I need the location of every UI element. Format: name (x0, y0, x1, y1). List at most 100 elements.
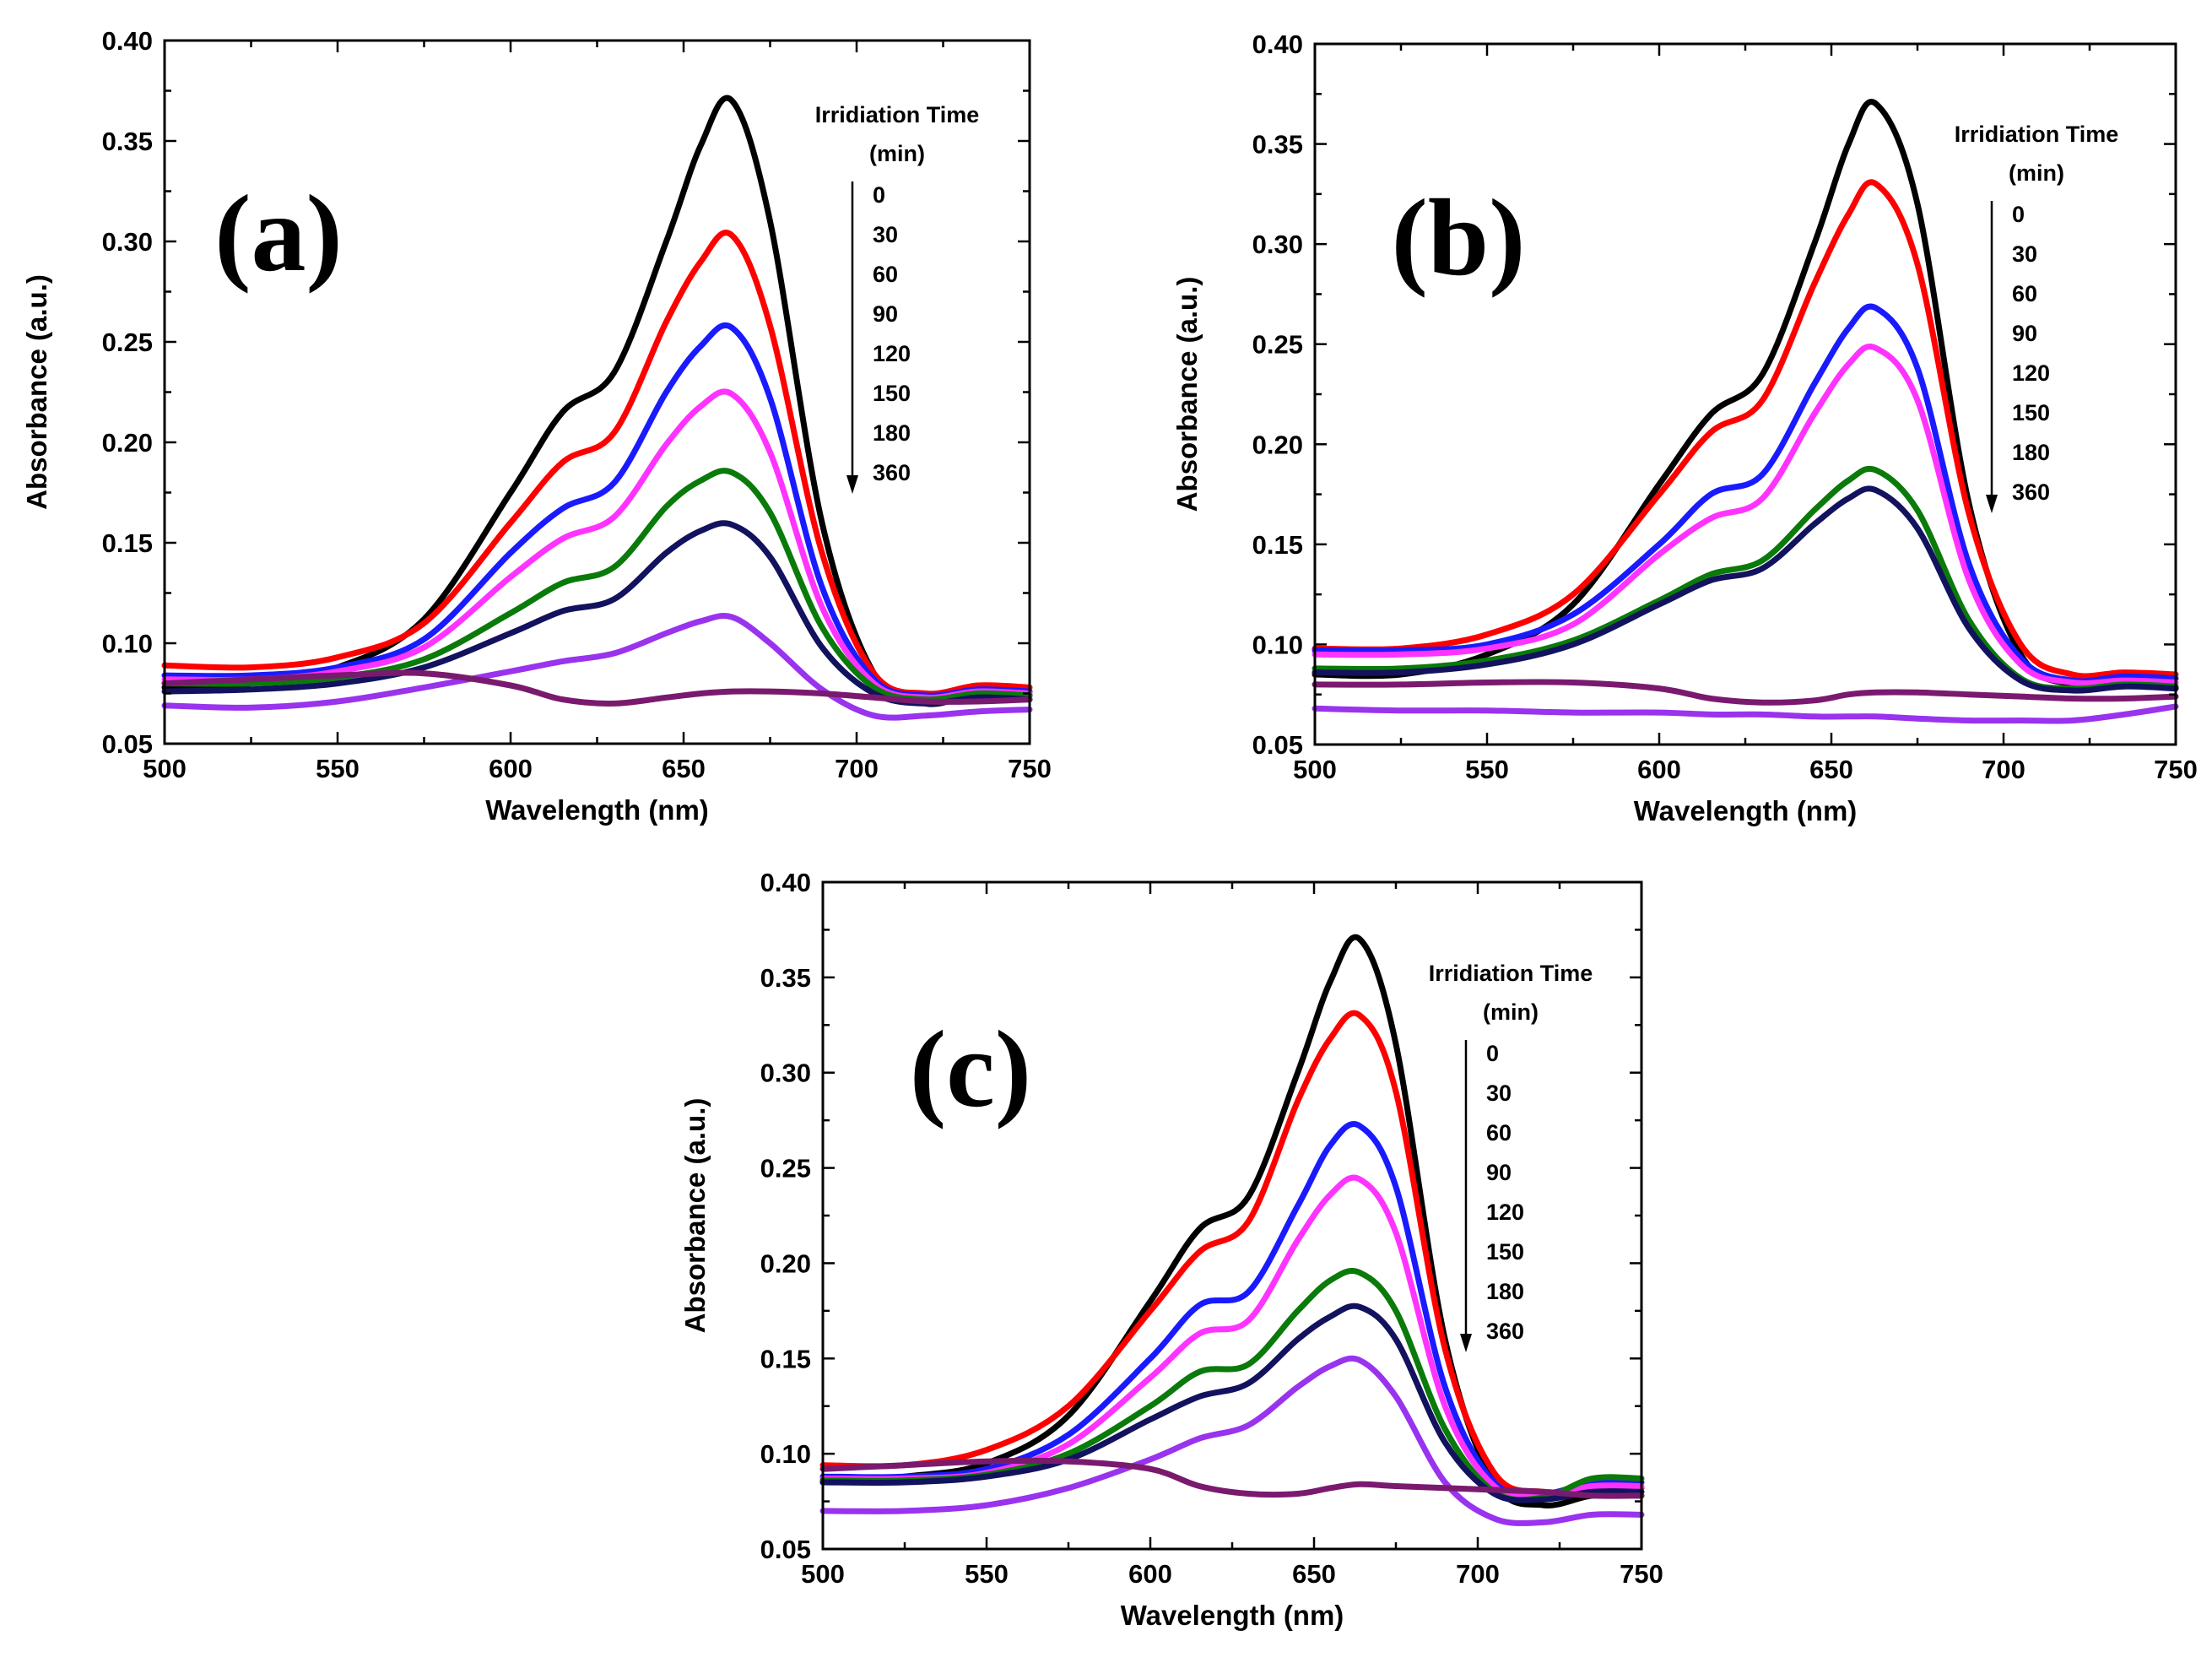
panel-a-legend-entry: 0 (873, 182, 885, 208)
panel-b-series-180-min-line (1312, 703, 2179, 724)
panel-c-legend-entry: 0 (1486, 1041, 1499, 1066)
panel-b-x-tick-labels: 500 550 600 650 700 750 (1293, 755, 2198, 784)
panel-b-x-tick-label: 600 (1637, 755, 1681, 784)
panel-b-y-axis-title: Absorbance (a.u.) (1171, 277, 1203, 512)
panel-b-x-tick-label: 550 (1465, 755, 1509, 784)
panel-a-y-tick-label: 0.05 (102, 729, 153, 759)
panel-b-legend-entry: 90 (2012, 321, 2037, 346)
panel-b-ticks (1313, 42, 2177, 746)
panel-b-y-tick-label: 0.10 (1252, 630, 1303, 659)
panel-c-x-tick-labels: 500 550 600 650 700 750 (801, 1559, 1663, 1589)
panel-c: 500 550 600 650 700 750 0.050.100.150.200.250… (679, 868, 1663, 1631)
panel-a-legend-entry: 360 (873, 460, 911, 485)
panel-b-legend-entry: 180 (2012, 440, 2050, 465)
panel-c-legend-unit: (min) (1483, 999, 1539, 1025)
panel-a-legend-entry: 120 (873, 341, 911, 366)
panel-b-y-tick-label: 0.30 (1252, 230, 1303, 259)
panel-c-x-tick-label: 550 (965, 1559, 1009, 1589)
panel-b-legend-title: Irridiation Time (1955, 122, 2119, 147)
panel-c-series-360-min-line (819, 1457, 1645, 1499)
panel-b-x-tick-label: 700 (1982, 755, 2025, 784)
panel-b-y-tick-label: 0.20 (1252, 430, 1303, 459)
panel-b-series-150-min-line (1312, 485, 2179, 694)
panel-b-series-60-min-line (1312, 303, 2179, 685)
panel-b-y-tick-label: 0.05 (1252, 730, 1303, 760)
panel-a-y-tick-label: 0.30 (102, 227, 153, 257)
panel-a-legend: Irridiation Time (min) 0 30 60 90 120 150 180 3… (815, 102, 980, 494)
panel-c-series-60-min-line (819, 1121, 1645, 1498)
panel-b-y-tick-label: 0.35 (1252, 130, 1303, 160)
panel-c-y-tick-label: 0.25 (760, 1154, 811, 1183)
panel-b-curves (1312, 99, 2179, 724)
panel-c-series-90-min-line (819, 1174, 1645, 1500)
panel-a-legend-entry: 90 (873, 301, 898, 327)
panel-b-legend-entries: 0 30 60 90 120 150 180 360 (2012, 202, 2050, 505)
panel-a-series-30-min-line (161, 230, 1033, 697)
panel-c-y-tick-label: 0.10 (760, 1439, 811, 1469)
panel-b: 500 550 600 650 700 750 0.050.100.150.200.250… (1171, 30, 2198, 826)
panel-c-y-axis-title: Absorbance (a.u.) (679, 1098, 711, 1334)
panel-a-legend-title: Irridiation Time (815, 102, 980, 127)
panel-c-y-tick-label: 0.35 (760, 963, 811, 993)
panel-a-x-tick-label: 550 (316, 754, 360, 783)
panel-b-legend-entry: 360 (2012, 479, 2050, 505)
panel-b-legend-entry: 0 (2012, 202, 2025, 227)
panel-c-y-tick-label: 0.20 (760, 1248, 811, 1278)
panel-a-legend-unit: (min) (869, 141, 925, 166)
panel-c-x-tick-label: 700 (1456, 1559, 1500, 1589)
panel-b-legend: Irridiation Time (min) 0 30 60 90 120 150 180 3… (1955, 122, 2119, 513)
panel-c-y-tick-label: 0.15 (760, 1344, 811, 1373)
panel-a-x-tick-label: 650 (662, 754, 706, 783)
panel-c-y-tick-label: 0.05 (760, 1535, 811, 1564)
panel-c-x-tick-label: 750 (1620, 1559, 1663, 1589)
panel-a-y-tick-label: 0.40 (102, 26, 153, 56)
panel-a-y-axis-title: Absorbance (a.u.) (21, 274, 52, 510)
panel-a-y-tick-labels: 0.05 0.10 0.15 0.20 0.25 0.30 0.35 0.40 (102, 26, 153, 759)
panel-b-legend-arrow-head (1986, 495, 1998, 513)
panel-c-ticks (821, 880, 1643, 1551)
panel-b-x-tick-label: 500 (1293, 755, 1337, 784)
panel-c-legend-title: Irridiation Time (1429, 961, 1593, 986)
panel-c-legend-arrow-head (1460, 1334, 1472, 1352)
panel-c-legend-entries: 0 30 60 90 120 150 180 360 (1486, 1041, 1524, 1344)
panel-a-legend-entry: 150 (873, 381, 911, 406)
panel-b-y-tick-label: 0.15 (1252, 530, 1303, 560)
panel-a: 500 550 600 650 700 750 0.050.100.150.200.250… (21, 26, 1052, 826)
panel-a-series-180-min-line (161, 613, 1033, 721)
panel-c-x-tick-label: 650 (1292, 1559, 1336, 1589)
panel-b-legend-entry: 120 (2012, 360, 2050, 386)
panel-c-legend-entry: 30 (1486, 1081, 1512, 1106)
panel-b-label: (b) (1392, 177, 1526, 299)
panel-a-y-tick-label: 0.35 (102, 127, 153, 156)
panel-c-x-axis-title: Wavelength (nm) (1121, 1600, 1344, 1631)
panel-c-x-tick-label: 500 (801, 1559, 845, 1589)
panel-c-y-tick-label: 0.30 (760, 1059, 811, 1088)
panel-c-legend-entry: 150 (1486, 1239, 1524, 1265)
panel-b-y-tick-labels: 0.05 0.10 0.15 0.20 0.25 0.30 0.35 0.40 (1252, 30, 1303, 760)
panel-b-legend-entry: 30 (2012, 241, 2037, 267)
panel-a-legend-entry: 180 (873, 420, 911, 446)
panel-b-y-tick-label: 0.25 (1252, 330, 1303, 360)
panel-a-legend-entry: 60 (873, 262, 898, 287)
panel-b-series-360-min-line (1312, 679, 2179, 706)
panel-a-y-tick-label: 0.10 (102, 629, 153, 658)
panel-b-x-axis-title: Wavelength (nm) (1634, 795, 1858, 826)
panel-a-curves (161, 95, 1033, 721)
panel-b-legend-unit: (min) (2009, 160, 2064, 186)
panel-b-y-tick-label: 0.40 (1252, 30, 1303, 59)
panel-a-x-tick-label: 600 (489, 754, 533, 783)
panel-a-legend-entries: 0 30 60 90 120 150 180 360 (873, 182, 911, 485)
panel-a-series-90-min-line (161, 388, 1033, 701)
panel-a-legend-arrow-head (846, 475, 858, 494)
panel-c-legend-entry: 360 (1486, 1319, 1524, 1344)
panel-a-x-tick-label: 750 (1008, 754, 1052, 783)
panel-a-x-axis-title: Wavelength (nm) (485, 794, 709, 826)
panel-a-series-360-min-line (161, 669, 1033, 707)
panel-c-y-tick-labels: 0.05 0.10 0.15 0.20 0.25 0.30 0.35 0.40 (760, 868, 811, 1564)
panel-a-ticks (163, 39, 1031, 745)
panel-c-y-tick-label: 0.40 (760, 868, 811, 897)
panel-c-series-150-min-line (819, 1303, 1645, 1503)
panel-c-legend-entry: 60 (1486, 1120, 1512, 1146)
panel-a-x-tick-label: 500 (143, 754, 187, 783)
panel-c-x-tick-label: 600 (1128, 1559, 1172, 1589)
